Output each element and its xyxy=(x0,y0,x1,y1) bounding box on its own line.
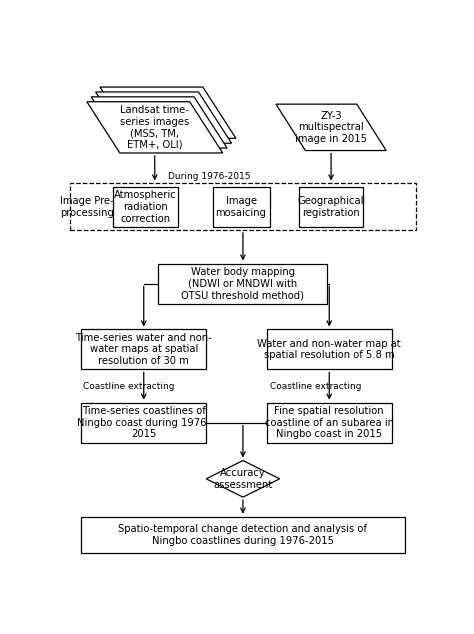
FancyBboxPatch shape xyxy=(158,264,328,304)
FancyBboxPatch shape xyxy=(113,187,178,227)
FancyBboxPatch shape xyxy=(82,517,405,553)
Text: Atmospheric
radiation
correction: Atmospheric radiation correction xyxy=(114,190,177,224)
FancyBboxPatch shape xyxy=(299,187,363,227)
Text: Fine spatial resolution
coastline of an subarea in
Ningbo coast in 2015: Fine spatial resolution coastline of an … xyxy=(265,406,394,439)
Text: Time-series coastlines of
Ningbo coast during 1976-
2015: Time-series coastlines of Ningbo coast d… xyxy=(77,406,210,439)
Text: Time-series water and non-
water maps at spatial
resolution of 30 m: Time-series water and non- water maps at… xyxy=(75,333,212,366)
Polygon shape xyxy=(87,101,223,153)
FancyBboxPatch shape xyxy=(82,330,206,370)
Text: Coastline extracting: Coastline extracting xyxy=(271,382,362,391)
Text: Landsat time-
series images
(MSS, TM,
ETM+, OLI): Landsat time- series images (MSS, TM, ET… xyxy=(120,105,190,150)
FancyBboxPatch shape xyxy=(82,403,206,443)
Text: Water body mapping
(NDWI or MNDWI with
OTSU threshold method): Water body mapping (NDWI or MNDWI with O… xyxy=(182,267,304,300)
Polygon shape xyxy=(206,460,280,497)
Text: ZY-3
multispectral
image in 2015: ZY-3 multispectral image in 2015 xyxy=(295,111,367,144)
FancyBboxPatch shape xyxy=(267,403,392,443)
FancyBboxPatch shape xyxy=(213,187,270,227)
Text: Coastline extracting: Coastline extracting xyxy=(83,382,174,391)
Polygon shape xyxy=(100,87,236,138)
Text: Spatio-temporal change detection and analysis of
Ningbo coastlines during 1976-2: Spatio-temporal change detection and ana… xyxy=(118,524,367,546)
Polygon shape xyxy=(276,104,386,150)
Text: During 1976-2015: During 1976-2015 xyxy=(168,172,250,181)
Text: Image Pre-
processing: Image Pre- processing xyxy=(60,196,114,217)
Text: Image
mosaicing: Image mosaicing xyxy=(216,196,266,217)
Polygon shape xyxy=(91,97,227,148)
Polygon shape xyxy=(96,92,231,143)
Text: Water and non-water map at
spatial resolution of 5.8 m: Water and non-water map at spatial resol… xyxy=(257,339,401,360)
Text: Geographical
registration: Geographical registration xyxy=(298,196,365,217)
FancyBboxPatch shape xyxy=(267,330,392,370)
Text: Accuracy
assessment: Accuracy assessment xyxy=(213,468,273,489)
